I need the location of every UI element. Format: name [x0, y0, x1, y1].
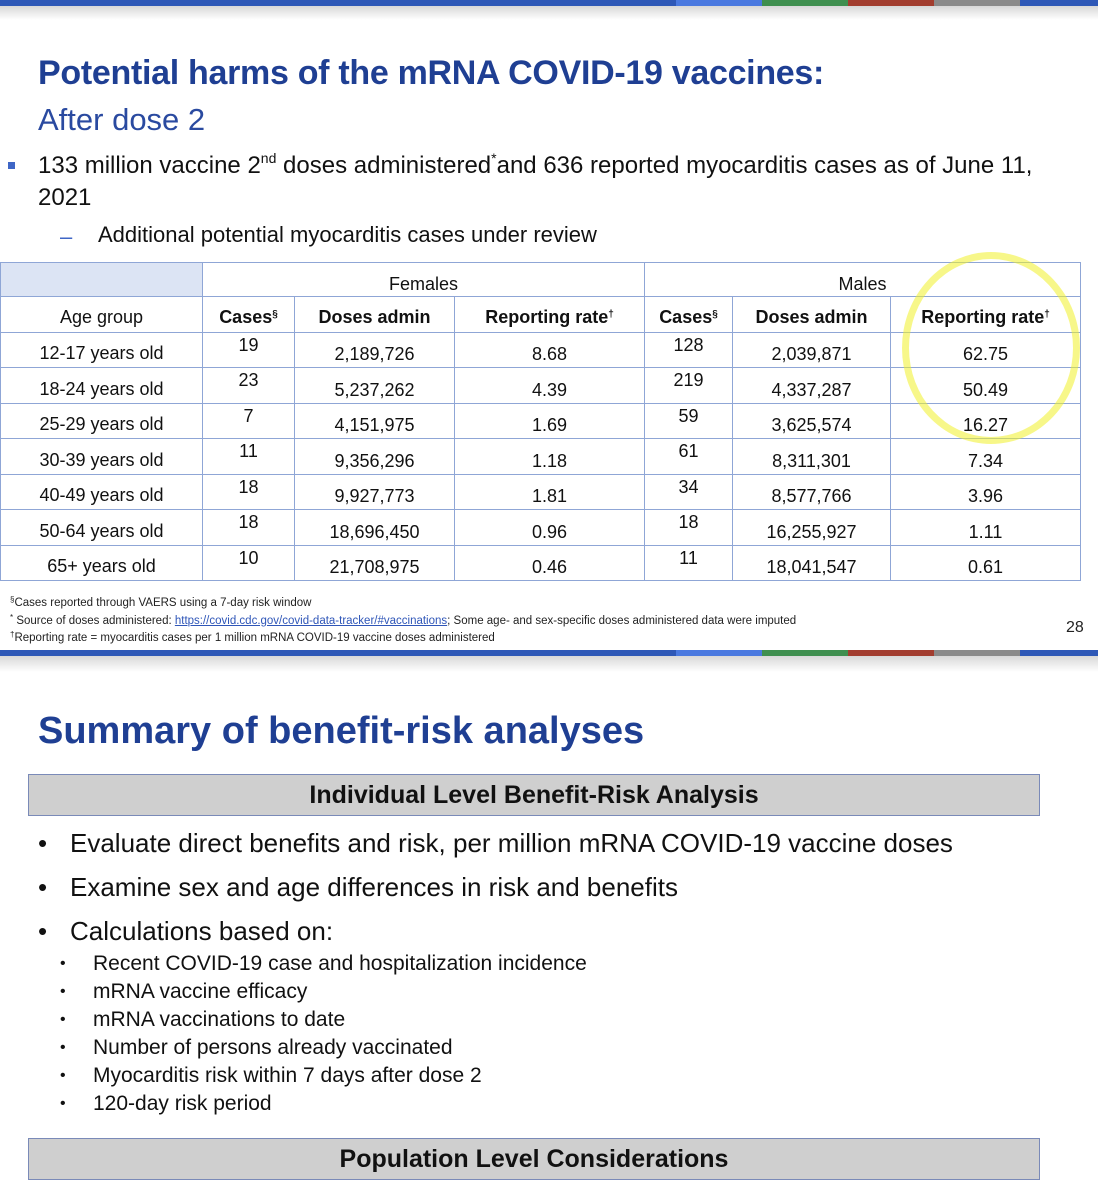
table-row: 25-29 years old 7 4,151,975 1.69 59 3,625,574… — [0, 402, 1082, 439]
age-group-header: Age group — [0, 296, 203, 333]
list-item: • Recent COVID-19 case and hospitalizatio… — [60, 952, 587, 975]
table-row: 65+ years old 10 21,708,975 0.46 11 18,041,54… — [0, 544, 1082, 581]
bullet-icon: • — [60, 1095, 66, 1112]
main-bullet: 133 million vaccine 2nd doses administer… — [38, 150, 1033, 211]
bullet-icon: • — [38, 916, 48, 946]
bullet-icon: • — [38, 828, 48, 858]
females-group-header: Females — [202, 262, 645, 297]
slide1-title: Potential harms of the mRNA COVID-19 vac… — [38, 54, 825, 92]
cases-header: Cases§ — [644, 296, 733, 333]
rate-header: Reporting rate† — [454, 296, 645, 333]
bullet-icon: • — [60, 983, 66, 1000]
middle-divider-shadow — [0, 656, 1098, 672]
top-divider-shadow — [0, 6, 1098, 20]
dash-bullet-icon: – — [60, 224, 73, 249]
top-color-stripe — [0, 0, 1098, 6]
bullet-icon: • — [38, 872, 48, 902]
bullet-icon: • — [60, 1039, 66, 1056]
doses-header: Doses admin — [732, 296, 891, 333]
middle-color-stripe — [0, 650, 1098, 656]
table-row: 40-49 years old 18 9,927,773 1.81 34 8,577,76… — [0, 473, 1082, 510]
cases-header: Cases§ — [202, 296, 295, 333]
bullet-icon: • — [60, 955, 66, 972]
list-item: • Myocarditis risk within 7 days after do… — [60, 1064, 482, 1087]
list-item: • Calculations based on: — [38, 916, 334, 946]
individual-level-box: Individual Level Benefit-Risk Analysis — [28, 774, 1040, 816]
square-bullet-icon — [8, 162, 15, 169]
list-item: • Number of persons already vaccinated — [60, 1036, 453, 1059]
footnote-1: §Cases reported through VAERS using a 7-… — [10, 595, 312, 610]
list-item: • mRNA vaccinations to date — [60, 1008, 346, 1031]
yellow-highlight-circle — [902, 252, 1080, 444]
sub-bullet: Additional potential myocarditis cases u… — [98, 222, 597, 247]
table-row: 30-39 years old 11 9,356,296 1.18 61 8,311,30… — [0, 438, 1082, 475]
page-number: 28 — [1066, 619, 1084, 636]
myocarditis-table: Females Males Age group Cases§ Doses adm… — [0, 262, 1082, 581]
footnote-2: * Source of doses administered: https://… — [10, 612, 797, 627]
list-item: • 120-day risk period — [60, 1092, 272, 1115]
footnote-3: †Reporting rate = myocarditis cases per … — [10, 630, 495, 645]
bullet-icon: • — [60, 1011, 66, 1028]
slide1-subtitle: After dose 2 — [38, 102, 206, 137]
list-item: • Evaluate direct benefits and risk, per … — [38, 828, 953, 858]
slide2-title: Summary of benefit-risk analyses — [38, 710, 645, 752]
cdc-data-link[interactable]: https://covid.cdc.gov/covid-data-tracker… — [174, 614, 448, 627]
list-item: • Examine sex and age differences in risk… — [38, 872, 678, 902]
bullet-icon: • — [60, 1067, 66, 1084]
doses-header: Doses admin — [294, 296, 455, 333]
footnotes: §Cases reported through VAERS using a 7-… — [10, 595, 796, 648]
population-level-box: Population Level Considerations — [28, 1138, 1040, 1180]
table-row: 50-64 years old 18 18,696,450 0.96 18 16,255,… — [0, 509, 1082, 546]
list-item: • mRNA vaccine efficacy — [60, 980, 308, 1003]
